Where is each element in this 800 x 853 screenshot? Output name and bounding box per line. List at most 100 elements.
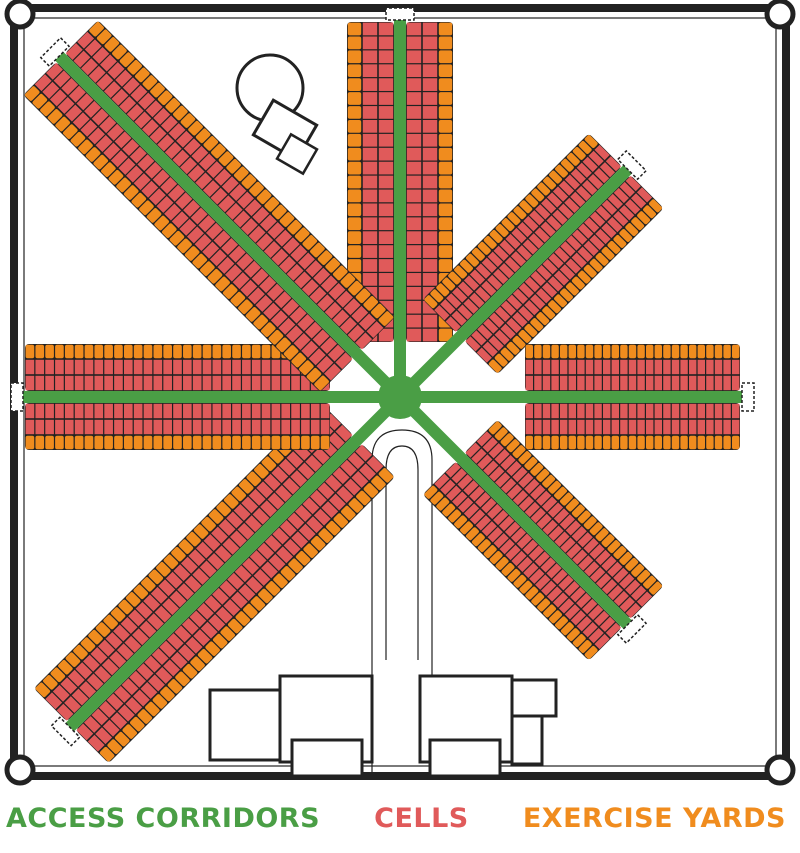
wing-north-west (24, 21, 405, 402)
cell (327, 432, 345, 450)
cell (697, 403, 705, 419)
cell (257, 542, 275, 560)
cell (317, 294, 335, 312)
cell (589, 543, 605, 560)
cell (378, 189, 394, 203)
cell (482, 341, 498, 357)
exercise-yard (577, 270, 591, 284)
cell (115, 69, 133, 87)
exercise-yard (438, 36, 453, 50)
cell (422, 161, 438, 175)
cell (222, 359, 232, 375)
cell (74, 375, 84, 391)
exercise-yard (169, 230, 185, 246)
cell (422, 36, 438, 50)
cell (588, 627, 604, 644)
cell (116, 643, 134, 661)
exercise-yard (477, 539, 491, 553)
cell (163, 419, 172, 435)
cell (613, 187, 629, 204)
cell (178, 644, 196, 662)
cell (88, 65, 106, 83)
cell (558, 180, 575, 196)
cell (173, 375, 182, 391)
exercise-yard (317, 250, 333, 265)
cell (225, 264, 243, 282)
cell (487, 251, 503, 267)
cell (422, 50, 438, 64)
cell (325, 474, 342, 492)
exercise-yard (216, 501, 231, 517)
exercise-yard (63, 124, 78, 139)
cell (225, 202, 243, 220)
cell (241, 496, 259, 514)
cell (332, 309, 350, 327)
exercise-yard (560, 435, 568, 450)
cell (406, 259, 422, 272)
cell (119, 96, 137, 114)
cell (512, 311, 528, 328)
exercise-yard (620, 435, 628, 450)
exercise-yard (619, 229, 633, 242)
cell (222, 375, 232, 391)
cell (99, 700, 116, 718)
exercise-yard (571, 276, 585, 290)
cell (630, 585, 647, 601)
exercise-yard (123, 435, 133, 450)
cell (511, 550, 527, 567)
cell (240, 218, 258, 236)
cell (221, 176, 239, 194)
cell (159, 640, 177, 658)
cell (310, 419, 320, 435)
cell (463, 480, 479, 496)
cell (536, 264, 552, 281)
exercise-yard (607, 540, 621, 554)
exercise-yard (430, 289, 444, 303)
exercise-yard (542, 344, 551, 359)
cell (82, 654, 100, 672)
cell (290, 244, 308, 262)
exercise-yard (438, 161, 453, 175)
cell (498, 515, 515, 532)
cell (576, 592, 592, 609)
cell (211, 526, 228, 544)
exercise-yard (291, 435, 300, 450)
cell (680, 375, 688, 391)
cell (406, 314, 422, 328)
cell (72, 112, 90, 130)
cell (232, 272, 250, 290)
exercise-yard (637, 435, 645, 450)
cell (71, 688, 89, 706)
exercise-yard (130, 716, 145, 732)
exercise-yard (74, 344, 84, 359)
cell (422, 92, 438, 105)
exercise-yard (235, 611, 251, 626)
cell (335, 352, 353, 370)
cell (320, 336, 338, 354)
cell (577, 246, 593, 262)
cell (95, 727, 113, 745)
cell (568, 359, 576, 375)
cell (714, 419, 723, 435)
cell (114, 131, 132, 149)
access-corridor (394, 18, 406, 397)
cell (197, 602, 214, 620)
cell (378, 203, 394, 217)
cell (305, 260, 323, 278)
exercise-yard (43, 675, 58, 690)
cell (601, 555, 617, 572)
exercise-yard (560, 158, 574, 172)
exercise-yard (50, 667, 66, 683)
cell (475, 263, 492, 279)
exercise-yard (243, 603, 258, 619)
cell (301, 340, 319, 358)
cell (130, 85, 148, 102)
exercise-yard (133, 435, 143, 450)
exercise-yard (80, 637, 96, 652)
cell (452, 287, 468, 303)
cell (271, 466, 289, 484)
exercise-yard (646, 344, 654, 359)
cell (180, 157, 197, 175)
cell (613, 211, 629, 227)
exercise-yard (156, 562, 171, 577)
